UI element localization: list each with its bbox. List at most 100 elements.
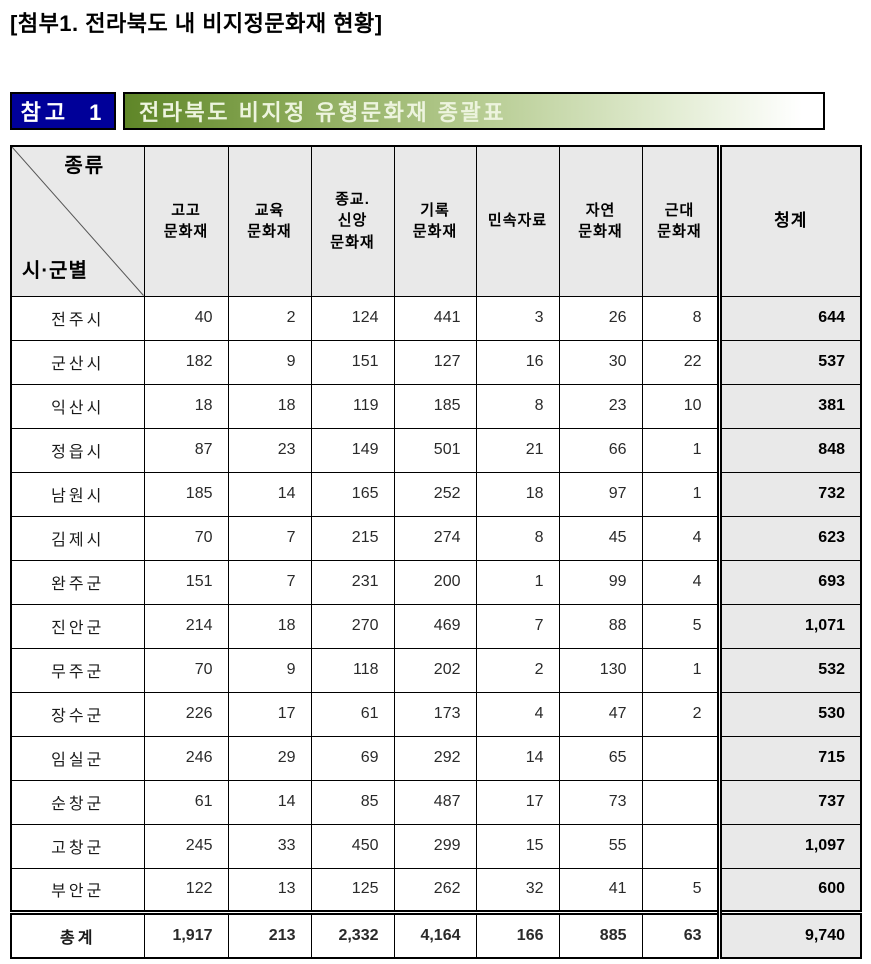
row-total-cell: 537 — [716, 339, 862, 385]
data-cell: 23 — [558, 383, 643, 429]
row-label: 완주군 — [10, 559, 145, 605]
data-cell: 202 — [393, 647, 477, 693]
data-cell: 16 — [475, 339, 560, 385]
data-cell: 125 — [310, 867, 395, 913]
row-label: 고창군 — [10, 823, 145, 869]
data-cell — [641, 823, 720, 869]
row-label: 전주시 — [10, 295, 145, 341]
data-cell — [641, 735, 720, 781]
data-cell: 185 — [393, 383, 477, 429]
reference-number-box: 참고 1 — [10, 92, 116, 130]
row-label: 군산시 — [10, 339, 145, 385]
row-label: 임실군 — [10, 735, 145, 781]
data-cell: 13 — [227, 867, 312, 913]
row-total-cell: 693 — [716, 559, 862, 605]
row-total-cell: 623 — [716, 515, 862, 561]
table-row: 정읍시 87 23 149 501 21 66 1 848 — [10, 427, 862, 473]
row-total-cell: 381 — [716, 383, 862, 429]
data-cell: 8 — [475, 383, 560, 429]
data-cell — [641, 779, 720, 825]
data-cell: 55 — [558, 823, 643, 869]
total-row-label: 총계 — [10, 909, 145, 959]
data-cell: 1 — [641, 647, 720, 693]
table-row: 부안군 122 13 125 262 32 41 5 600 — [10, 867, 862, 913]
data-cell: 30 — [558, 339, 643, 385]
data-cell: 61 — [310, 691, 395, 737]
data-cell: 262 — [393, 867, 477, 913]
data-cell: 165 — [310, 471, 395, 517]
data-cell: 2 — [641, 691, 720, 737]
grand-total-cell: 9,740 — [716, 909, 862, 959]
data-cell: 151 — [143, 559, 229, 605]
data-cell: 5 — [641, 603, 720, 649]
total-data-cell: 166 — [475, 909, 560, 959]
data-cell: 246 — [143, 735, 229, 781]
data-cell: 122 — [143, 867, 229, 913]
section-header-bar: 참고 1 전라북도 비지정 유형문화재 종괄표 — [10, 92, 825, 130]
row-total-cell: 732 — [716, 471, 862, 517]
data-cell: 22 — [641, 339, 720, 385]
data-cell: 130 — [558, 647, 643, 693]
row-label: 남원시 — [10, 471, 145, 517]
data-cell: 274 — [393, 515, 477, 561]
data-cell: 119 — [310, 383, 395, 429]
data-cell: 2 — [475, 647, 560, 693]
data-cell: 87 — [143, 427, 229, 473]
row-label: 김제시 — [10, 515, 145, 561]
table-row: 임실군 246 29 69 292 14 65 715 — [10, 735, 862, 781]
data-cell: 33 — [227, 823, 312, 869]
data-cell: 15 — [475, 823, 560, 869]
heritage-summary-table: 종류 시·군별 고고 문화재 교육 문화재 종교. 신앙 문화재 기록 문화재 민속자료… — [10, 145, 862, 959]
column-header: 고고 문화재 — [143, 145, 229, 297]
data-cell: 4 — [641, 515, 720, 561]
table-row: 군산시 182 9 151 127 16 30 22 537 — [10, 339, 862, 385]
data-cell: 69 — [310, 735, 395, 781]
data-cell: 214 — [143, 603, 229, 649]
row-label: 장수군 — [10, 691, 145, 737]
data-cell: 124 — [310, 295, 395, 341]
data-cell: 7 — [227, 515, 312, 561]
data-cell: 9 — [227, 647, 312, 693]
row-label: 부안군 — [10, 867, 145, 913]
data-cell: 73 — [558, 779, 643, 825]
row-total-cell: 1,097 — [716, 823, 862, 869]
column-header: 근대 문화재 — [641, 145, 720, 297]
corner-label-category: 종류 — [64, 155, 106, 177]
row-total-cell: 600 — [716, 867, 862, 913]
data-cell: 10 — [641, 383, 720, 429]
total-data-cell: 213 — [227, 909, 312, 959]
data-cell: 185 — [143, 471, 229, 517]
data-cell: 2 — [227, 295, 312, 341]
data-cell: 127 — [393, 339, 477, 385]
row-total-cell: 644 — [716, 295, 862, 341]
data-cell: 26 — [558, 295, 643, 341]
data-cell: 8 — [475, 515, 560, 561]
data-cell: 14 — [475, 735, 560, 781]
data-cell: 70 — [143, 515, 229, 561]
data-cell: 182 — [143, 339, 229, 385]
table-row: 완주군 151 7 231 200 1 99 4 693 — [10, 559, 862, 605]
total-data-cell: 885 — [558, 909, 643, 959]
data-cell: 4 — [641, 559, 720, 605]
column-header-total: 청계 — [716, 145, 862, 297]
data-cell: 226 — [143, 691, 229, 737]
data-cell: 1 — [475, 559, 560, 605]
row-total-cell: 848 — [716, 427, 862, 473]
table-row: 익산시 18 18 119 185 8 23 10 381 — [10, 383, 862, 429]
data-cell: 18 — [475, 471, 560, 517]
data-cell: 200 — [393, 559, 477, 605]
row-total-cell: 715 — [716, 735, 862, 781]
data-cell: 61 — [143, 779, 229, 825]
section-title-bar: 전라북도 비지정 유형문화재 종괄표 — [123, 92, 825, 130]
table-footer: 총계 1,917 213 2,332 4,164 166 885 63 9,740 — [10, 909, 862, 959]
data-cell: 23 — [227, 427, 312, 473]
data-cell: 1 — [641, 471, 720, 517]
data-cell: 292 — [393, 735, 477, 781]
data-cell: 1 — [641, 427, 720, 473]
diagonal-line — [12, 147, 144, 296]
data-cell: 3 — [475, 295, 560, 341]
table-row: 순창군 61 14 85 487 17 73 737 — [10, 779, 862, 825]
data-cell: 40 — [143, 295, 229, 341]
table-row: 진안군 214 18 270 469 7 88 5 1,071 — [10, 603, 862, 649]
data-cell: 65 — [558, 735, 643, 781]
